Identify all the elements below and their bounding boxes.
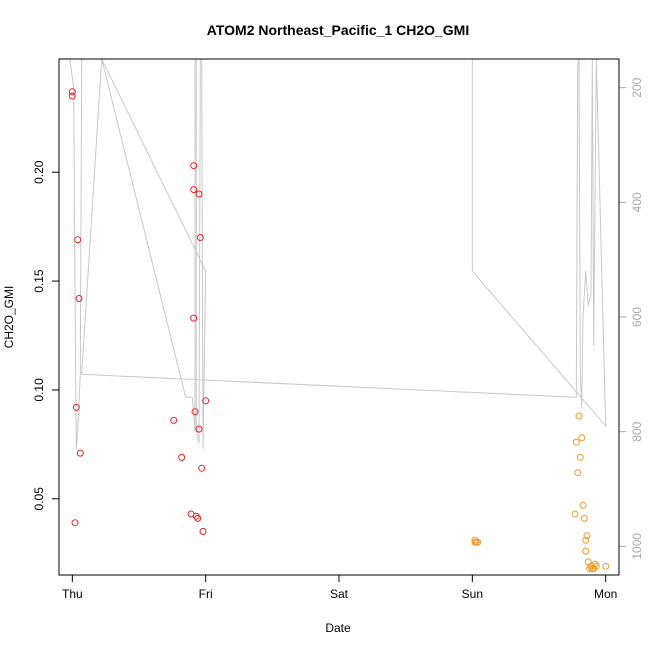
x-tick-label: Fri xyxy=(199,587,213,601)
pressure-line xyxy=(69,57,607,449)
data-point xyxy=(191,408,199,416)
data-point xyxy=(576,453,584,461)
data-point xyxy=(68,88,76,96)
x-tick-label: Thu xyxy=(62,587,83,601)
data-point xyxy=(196,234,204,241)
data-point xyxy=(195,425,203,433)
data-point xyxy=(190,162,198,170)
data-point xyxy=(195,190,203,198)
data-point xyxy=(592,562,600,570)
chart-title: ATOM2 Northeast_Pacific_1 CH2O_GMI xyxy=(207,22,469,38)
data-point xyxy=(582,547,590,555)
y2-tick-label: 400 xyxy=(630,192,644,212)
x-axis-label: Date xyxy=(325,621,351,635)
y-axis-label: CH2O_GMI xyxy=(2,286,16,349)
data-point xyxy=(190,314,198,322)
data-point xyxy=(572,438,580,446)
data-point xyxy=(178,453,186,461)
data-point xyxy=(198,464,206,472)
x-tick-label: Sun xyxy=(462,587,483,601)
y-tick-label: 0.15 xyxy=(32,269,46,293)
data-point xyxy=(474,538,482,546)
data-point xyxy=(583,532,591,540)
data-point xyxy=(71,519,79,527)
data-point xyxy=(602,562,610,570)
data-point xyxy=(580,514,588,522)
y-tick-label: 0.05 xyxy=(32,487,46,511)
y-tick-label: 0.10 xyxy=(32,378,46,402)
data-point xyxy=(579,501,587,509)
y2-tick-label: 200 xyxy=(630,77,644,97)
data-point xyxy=(578,434,586,442)
y2-tick-label: 800 xyxy=(630,421,644,441)
data-point xyxy=(190,186,198,194)
data-point xyxy=(582,536,590,544)
pressure-line-layer xyxy=(69,57,607,449)
data-point xyxy=(571,510,579,518)
data-point xyxy=(72,403,80,411)
data-point xyxy=(199,528,207,535)
x-tick-label: Sat xyxy=(330,587,349,601)
data-point xyxy=(575,412,583,420)
points-layer xyxy=(68,88,610,572)
data-point xyxy=(574,469,582,477)
data-point xyxy=(76,449,84,457)
plot-frame xyxy=(58,58,620,576)
data-point xyxy=(68,92,76,100)
axes-layer: Thu Fri Sat Sun Mon 0.05 0.10 0.15 0.20 200 400 600… xyxy=(32,77,644,601)
data-point xyxy=(75,295,83,302)
x-tick-label: Mon xyxy=(594,587,617,601)
data-point xyxy=(202,397,210,405)
y-tick-label: 0.20 xyxy=(32,160,46,184)
y2-tick-label: 600 xyxy=(630,307,644,327)
y2-tick-label: 1000 xyxy=(630,533,644,560)
data-point xyxy=(170,416,178,424)
data-point xyxy=(194,514,202,522)
data-point xyxy=(74,236,82,244)
